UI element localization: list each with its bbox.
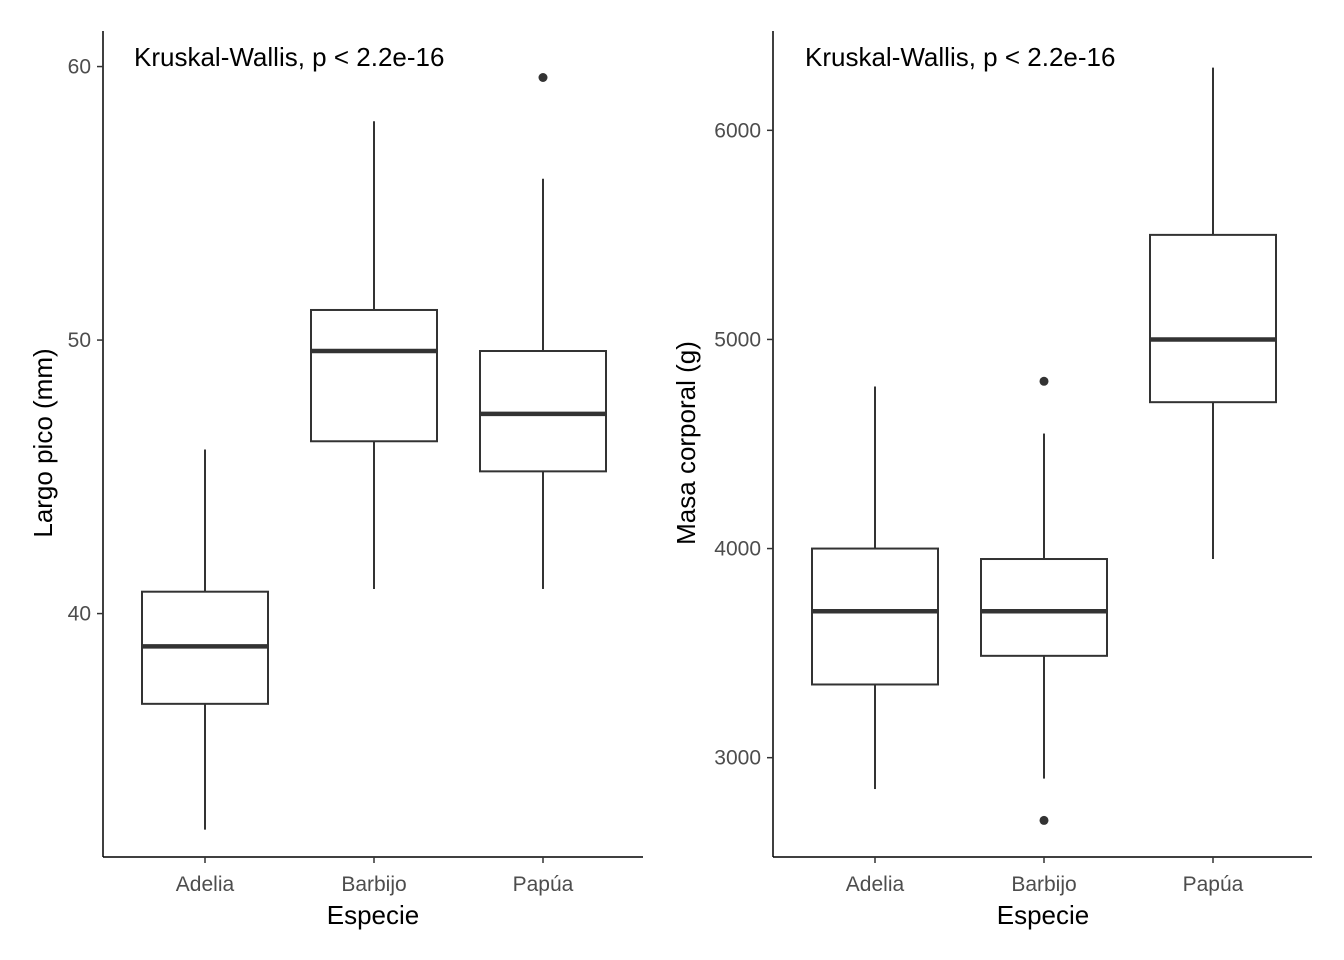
y-tick-label: 50 (68, 329, 91, 352)
box-barbijo (980, 376, 1108, 825)
iqr-box (479, 350, 607, 473)
x-tick-label: Papúa (513, 873, 574, 896)
y-tick-label: 40 (68, 603, 91, 626)
iqr-box (811, 547, 939, 686)
x-tick-label: Adelia (846, 873, 905, 896)
x-tick-label: Barbijo (1011, 873, 1076, 896)
y-tick-label: 4000 (714, 538, 761, 561)
y-tick-label: 5000 (714, 328, 761, 351)
outlier-point (1039, 815, 1049, 825)
x-axis-title: Especie (327, 900, 420, 930)
iqr-box (1149, 233, 1277, 404)
x-tick-label: Papúa (1183, 873, 1244, 896)
y-tick-label: 60 (68, 56, 91, 79)
x-axis-title: Especie (997, 900, 1090, 930)
panel-body-mass: Kruskal-Wallis, p < 2.2e-16 Especie Masa… (671, 31, 1312, 930)
y-tick-label: 3000 (714, 747, 761, 770)
y-axis-title: Largo pico (mm) (28, 348, 58, 537)
box-papúa (1149, 67, 1277, 560)
annotation-text: Kruskal-Wallis, p < 2.2e-16 (805, 42, 1115, 72)
box-adelia (811, 386, 939, 790)
outlier-point (1039, 376, 1049, 386)
iqr-box (980, 558, 1108, 657)
box-papúa (479, 72, 607, 589)
y-axis-title: Masa corporal (g) (671, 341, 701, 545)
x-tick-label: Adelia (176, 873, 235, 896)
y-tick-label: 6000 (714, 119, 761, 142)
x-tick-label: Barbijo (341, 873, 406, 896)
box-barbijo (310, 121, 438, 589)
iqr-box (310, 308, 438, 443)
annotation-text: Kruskal-Wallis, p < 2.2e-16 (134, 42, 444, 72)
outlier-point (538, 72, 548, 82)
panel-bill-length: Kruskal-Wallis, p < 2.2e-16 Especie Larg… (28, 31, 643, 930)
box-adelia (141, 449, 269, 830)
